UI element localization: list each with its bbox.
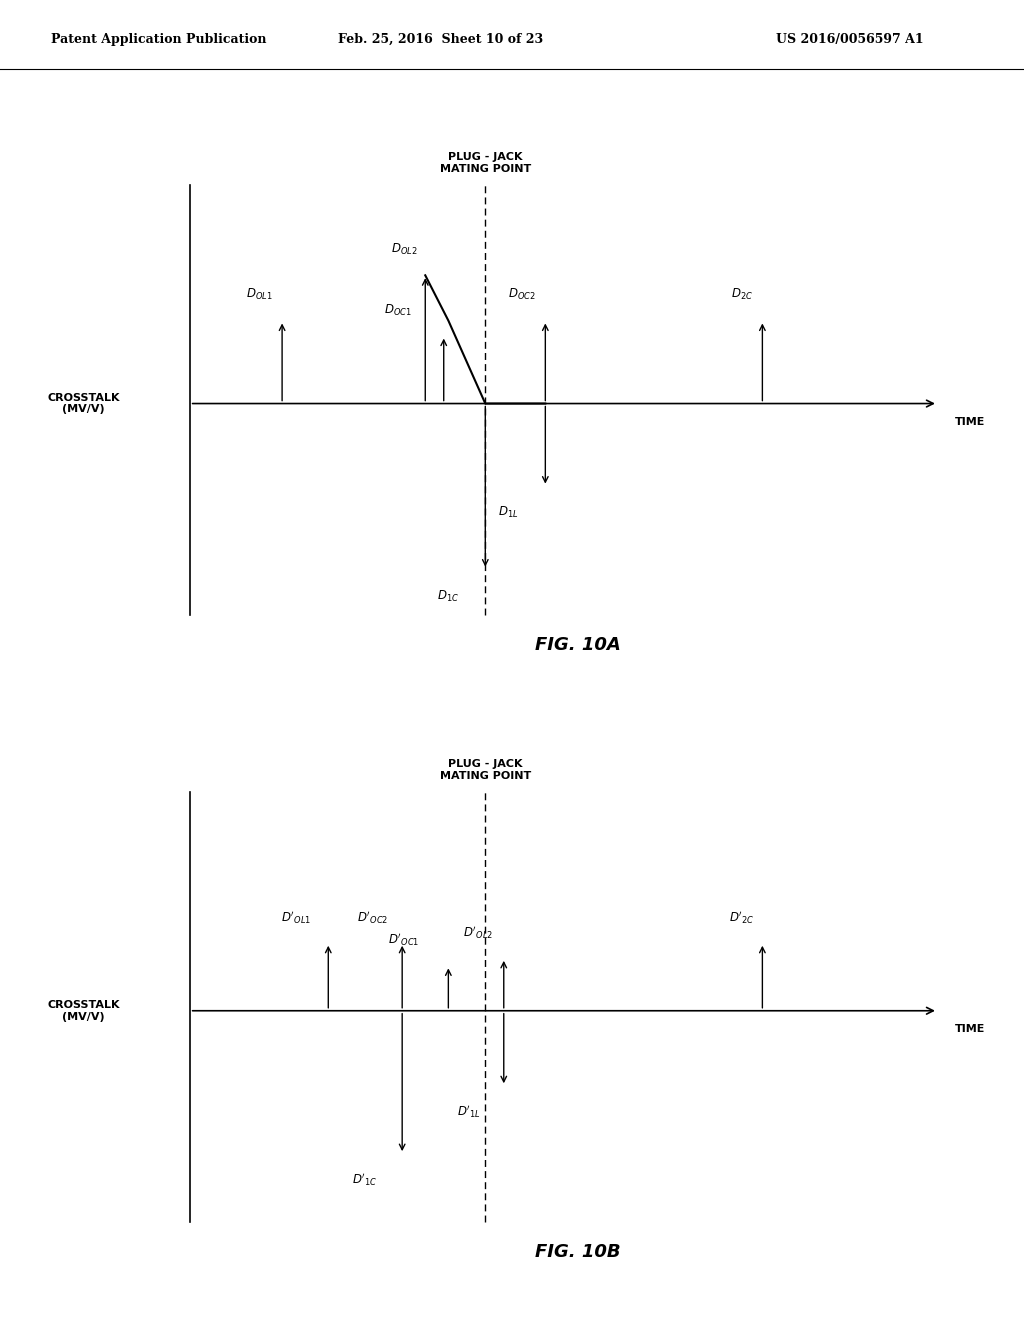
Text: FIG. 10B: FIG. 10B <box>535 1243 621 1261</box>
Text: Feb. 25, 2016  Sheet 10 of 23: Feb. 25, 2016 Sheet 10 of 23 <box>338 33 543 46</box>
Text: $D_{OL2}$: $D_{OL2}$ <box>391 242 418 257</box>
Text: $D'_{OC1}$: $D'_{OC1}$ <box>388 932 420 948</box>
Text: CROSSTALK
(MV/V): CROSSTALK (MV/V) <box>47 393 120 414</box>
Text: $D'_{1L}$: $D'_{1L}$ <box>457 1104 480 1121</box>
Text: PLUG - JACK
MATING POINT: PLUG - JACK MATING POINT <box>439 759 530 781</box>
Text: Patent Application Publication: Patent Application Publication <box>51 33 266 46</box>
Text: TIME: TIME <box>955 1024 985 1034</box>
Text: FIG. 10A: FIG. 10A <box>535 636 621 653</box>
Text: $D_{OC2}$: $D_{OC2}$ <box>508 288 537 302</box>
Text: $D_{1L}$: $D_{1L}$ <box>499 504 518 520</box>
Text: $D'_{OL1}$: $D'_{OL1}$ <box>281 909 311 925</box>
Text: US 2016/0056597 A1: US 2016/0056597 A1 <box>776 33 924 46</box>
Text: $D'_{OC2}$: $D'_{OC2}$ <box>357 909 388 925</box>
Text: $D'_{2C}$: $D'_{2C}$ <box>729 909 755 925</box>
Text: $D'_{OL2}$: $D'_{OL2}$ <box>463 924 493 941</box>
Text: CROSSTALK
(MV/V): CROSSTALK (MV/V) <box>47 1001 120 1022</box>
Text: $D_{OL1}$: $D_{OL1}$ <box>246 288 272 302</box>
Text: $D'_{1C}$: $D'_{1C}$ <box>352 1171 378 1188</box>
Text: PLUG - JACK
MATING POINT: PLUG - JACK MATING POINT <box>439 152 530 174</box>
Text: $D_{1C}$: $D_{1C}$ <box>437 589 460 605</box>
Text: TIME: TIME <box>955 417 985 426</box>
Text: $D_{OC1}$: $D_{OC1}$ <box>384 302 412 318</box>
Text: $D_{2C}$: $D_{2C}$ <box>731 288 753 302</box>
